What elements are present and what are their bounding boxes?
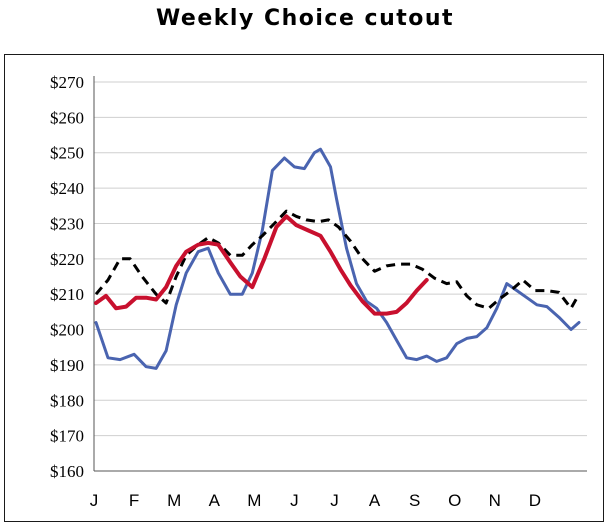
x-tick-label: S: [409, 491, 420, 510]
y-tick-label: $260: [50, 108, 84, 127]
x-tick-label: J: [90, 491, 99, 510]
y-tick-label: $190: [50, 356, 84, 375]
y-tick-label: $180: [50, 391, 84, 410]
y-tick-label: $200: [50, 321, 84, 340]
y-tick-label: $210: [50, 285, 84, 304]
y-tick-label: $230: [50, 214, 84, 233]
y-tick-label: $250: [50, 144, 84, 163]
y-tick-label: $270: [50, 73, 84, 92]
series-line-3: [94, 214, 429, 316]
x-tick-label: A: [209, 491, 221, 510]
x-tick-label: N: [489, 491, 501, 510]
x-tick-label: M: [247, 491, 261, 510]
y-tick-label: $220: [50, 250, 84, 269]
line-chart: $160 $170 $180 $190 $200 $210 $220 $230 $240 $250…: [50, 73, 587, 510]
x-tick-label: J: [290, 491, 299, 510]
y-tick-label: $170: [50, 427, 84, 446]
x-tick-label: J: [330, 491, 339, 510]
x-tick-label: O: [448, 491, 461, 510]
x-tick-label: M: [167, 491, 181, 510]
x-tick-label: D: [529, 491, 541, 510]
series-line-2: [94, 209, 581, 310]
chart-title: Weekly Choice cutout: [155, 6, 455, 31]
chart-frame: $160 $170 $180 $190 $200 $210 $220 $230 $240 $250…: [4, 54, 604, 522]
y-tick-label: $160: [50, 462, 84, 481]
x-tick-label: A: [369, 491, 381, 510]
y-tick-label: $240: [50, 179, 84, 198]
x-tick-label: F: [129, 491, 139, 510]
series-line-1: [94, 147, 581, 370]
